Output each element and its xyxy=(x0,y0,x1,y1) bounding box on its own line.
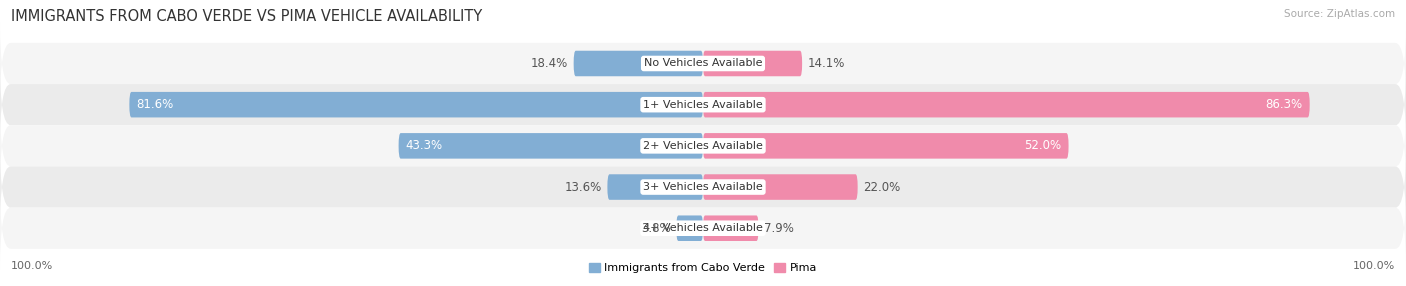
FancyBboxPatch shape xyxy=(574,51,703,76)
FancyBboxPatch shape xyxy=(703,51,801,76)
Text: 2+ Vehicles Available: 2+ Vehicles Available xyxy=(643,141,763,151)
Text: 3.8%: 3.8% xyxy=(641,222,671,235)
Text: 22.0%: 22.0% xyxy=(863,180,900,194)
Text: 86.3%: 86.3% xyxy=(1265,98,1303,111)
FancyBboxPatch shape xyxy=(0,22,1406,105)
Text: 100.0%: 100.0% xyxy=(1353,261,1395,271)
Text: 14.1%: 14.1% xyxy=(807,57,845,70)
Text: Source: ZipAtlas.com: Source: ZipAtlas.com xyxy=(1284,9,1395,19)
Text: 18.4%: 18.4% xyxy=(531,57,568,70)
FancyBboxPatch shape xyxy=(0,187,1406,269)
Text: 1+ Vehicles Available: 1+ Vehicles Available xyxy=(643,100,763,110)
FancyBboxPatch shape xyxy=(703,92,1309,118)
FancyBboxPatch shape xyxy=(0,146,1406,228)
FancyBboxPatch shape xyxy=(676,215,703,241)
Text: 52.0%: 52.0% xyxy=(1025,139,1062,152)
FancyBboxPatch shape xyxy=(703,215,759,241)
FancyBboxPatch shape xyxy=(607,174,703,200)
Text: 3+ Vehicles Available: 3+ Vehicles Available xyxy=(643,182,763,192)
Text: 81.6%: 81.6% xyxy=(136,98,173,111)
Text: IMMIGRANTS FROM CABO VERDE VS PIMA VEHICLE AVAILABILITY: IMMIGRANTS FROM CABO VERDE VS PIMA VEHIC… xyxy=(11,9,482,23)
FancyBboxPatch shape xyxy=(703,133,1069,159)
FancyBboxPatch shape xyxy=(0,105,1406,187)
FancyBboxPatch shape xyxy=(129,92,703,118)
Text: 13.6%: 13.6% xyxy=(565,180,602,194)
Text: No Vehicles Available: No Vehicles Available xyxy=(644,59,762,68)
Legend: Immigrants from Cabo Verde, Pima: Immigrants from Cabo Verde, Pima xyxy=(585,259,821,278)
FancyBboxPatch shape xyxy=(399,133,703,159)
Text: 100.0%: 100.0% xyxy=(11,261,53,271)
FancyBboxPatch shape xyxy=(703,174,858,200)
Text: 43.3%: 43.3% xyxy=(406,139,443,152)
Text: 7.9%: 7.9% xyxy=(765,222,794,235)
FancyBboxPatch shape xyxy=(0,63,1406,146)
Text: 4+ Vehicles Available: 4+ Vehicles Available xyxy=(643,223,763,233)
